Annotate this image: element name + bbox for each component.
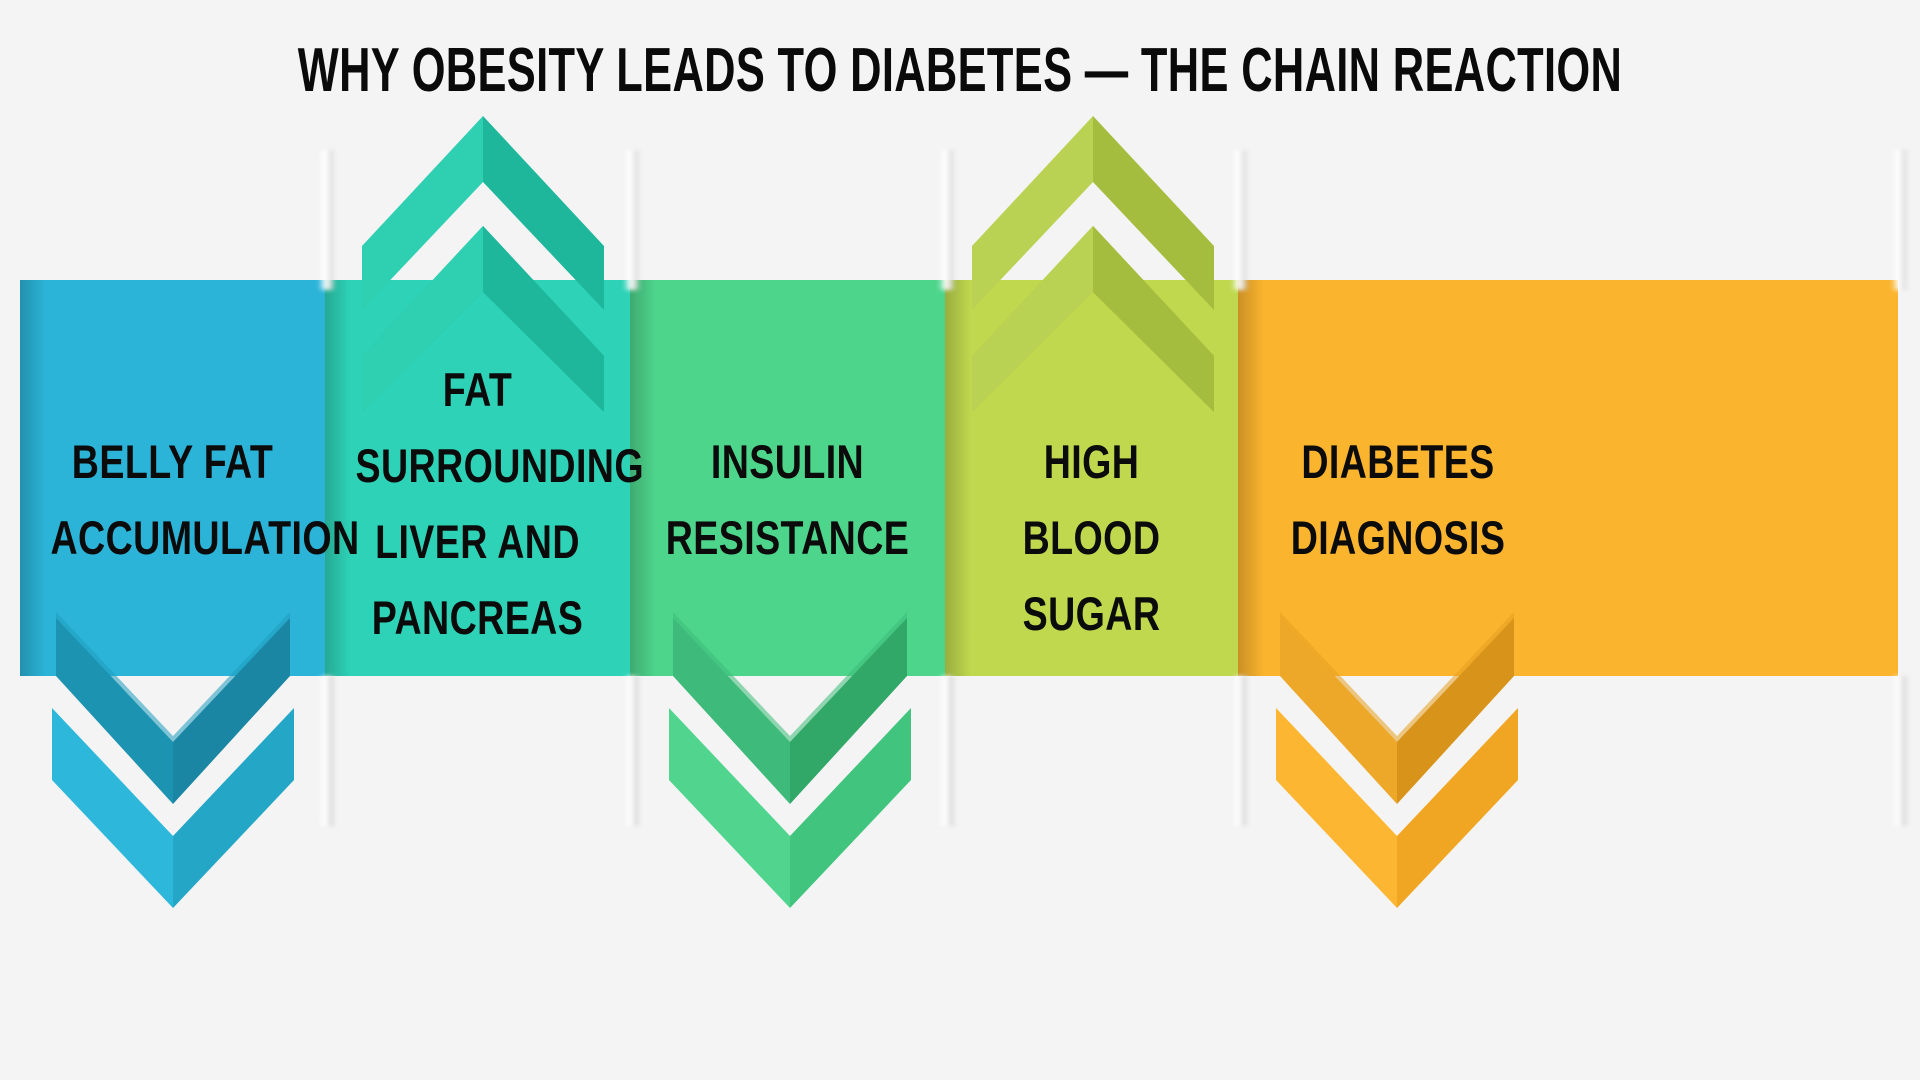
chevron-up-icon-high-blood-sugar: [968, 112, 1218, 412]
panel-seam: [938, 150, 956, 290]
chevron-up-icon-fat-surrounding-organs: [358, 112, 608, 412]
panel-seam: [1891, 676, 1909, 826]
stage-panel-belly-fat[interactable]: [20, 280, 325, 676]
panel-seam: [318, 676, 336, 826]
panel-fill: [1238, 280, 1898, 676]
panel-seam: [1231, 150, 1249, 290]
chevron-down-icon-diabetes-diagnosis: [1272, 608, 1522, 908]
panel-fill: [20, 280, 325, 676]
panel-seam: [938, 676, 956, 826]
panel-seam: [623, 676, 641, 826]
panel-seam: [1231, 676, 1249, 826]
chevron-down-icon-belly-fat: [48, 608, 298, 908]
panel-seam: [318, 150, 336, 290]
panel-fill: [630, 280, 945, 676]
stage-panel-diabetes-diagnosis[interactable]: [1238, 280, 1898, 676]
panel-seam: [1891, 150, 1909, 290]
chevron-down-icon-insulin-resistance: [665, 608, 915, 908]
page-title: WHY OBESITY LEADS TO DIABETES — THE CHAI…: [297, 36, 1623, 105]
panel-seam: [623, 150, 641, 290]
